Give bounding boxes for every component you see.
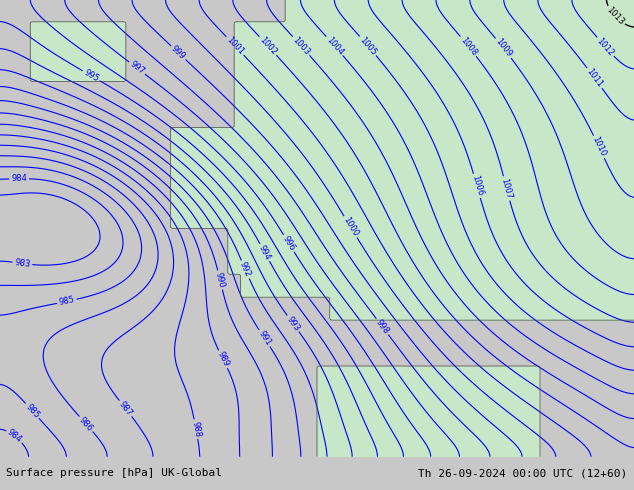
Text: 1013: 1013 [605,5,626,27]
Text: Surface pressure [hPa] UK-Global: Surface pressure [hPa] UK-Global [6,468,223,478]
Text: 984: 984 [6,428,23,444]
Text: 986: 986 [77,415,94,433]
Text: 1009: 1009 [493,37,514,59]
Text: 1001: 1001 [224,35,245,57]
Text: 994: 994 [257,244,273,262]
Text: 1010: 1010 [590,135,607,158]
Text: 989: 989 [216,350,231,368]
Text: 996: 996 [281,234,297,252]
Text: 999: 999 [169,44,187,61]
Text: 987: 987 [117,399,134,417]
Text: 985: 985 [58,295,75,307]
Text: 997: 997 [128,60,146,76]
Text: 1007: 1007 [500,177,514,200]
Text: 1002: 1002 [257,35,278,57]
Text: 1003: 1003 [290,35,311,57]
Text: 1000: 1000 [341,216,359,238]
Text: 993: 993 [285,315,301,333]
Text: 1005: 1005 [358,35,378,57]
Text: 991: 991 [256,329,273,347]
Text: 1008: 1008 [458,35,479,57]
Text: 985: 985 [23,402,41,420]
Text: 1011: 1011 [585,67,604,89]
Text: 992: 992 [238,261,252,279]
Text: 995: 995 [82,68,100,84]
Text: 990: 990 [214,271,226,289]
Text: Th 26-09-2024 00:00 UTC (12+60): Th 26-09-2024 00:00 UTC (12+60) [418,468,628,478]
Text: 1004: 1004 [324,35,345,57]
Text: 988: 988 [190,420,202,438]
Text: 998: 998 [374,318,391,336]
Text: 984: 984 [11,174,27,183]
Text: 1012: 1012 [595,36,616,58]
Text: 983: 983 [14,258,31,269]
Text: 1006: 1006 [470,174,484,197]
